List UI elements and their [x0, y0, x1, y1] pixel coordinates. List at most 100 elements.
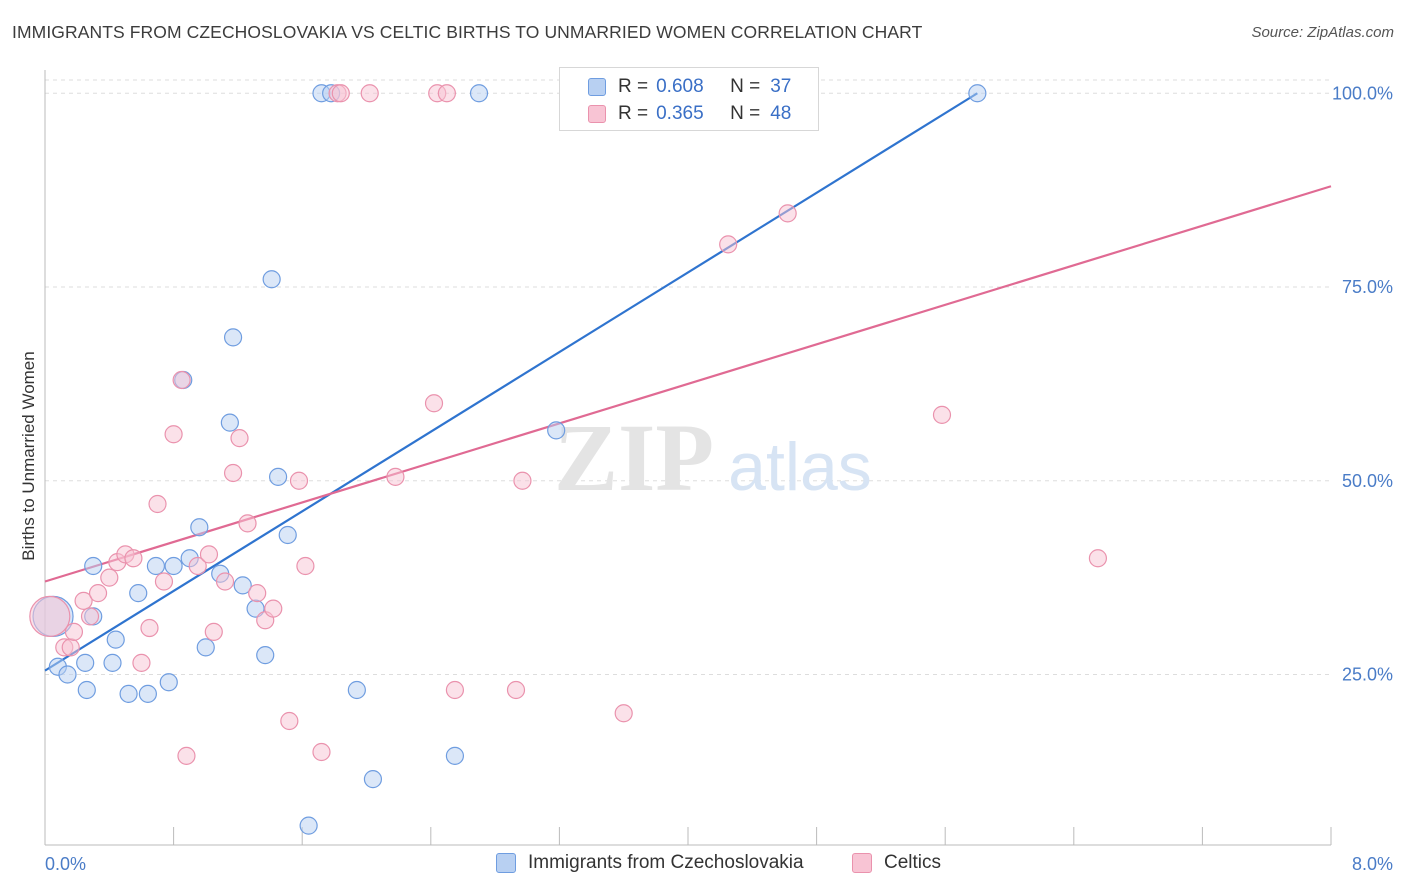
czechoslovakia-point [76, 653, 95, 672]
celtics-point [719, 235, 738, 254]
czechoslovakia-point [77, 680, 96, 700]
celtics-point [132, 653, 151, 672]
x-tick-labels: 0.0% 8.0% [45, 854, 1393, 874]
legend-r-value: 0.365 [656, 103, 704, 124]
watermark-zip: ZIP [554, 404, 714, 511]
legend-n-value: 48 [770, 103, 792, 124]
x-tick-label: 8.0% [1352, 854, 1393, 874]
celtics-point [64, 622, 84, 641]
data-points [29, 84, 1108, 835]
celtics-point [230, 429, 249, 448]
celtics-point [312, 742, 331, 762]
czechoslovakia-point [445, 746, 465, 765]
celtics-point [331, 84, 350, 103]
czechoslovakia-point [106, 630, 125, 649]
celtics-point [296, 556, 315, 576]
czechoslovakia-point [299, 816, 318, 835]
celtics-point [264, 599, 283, 618]
czechoslovakia-point [547, 421, 566, 440]
axes [44, 70, 1332, 846]
bottom-legend-czechoslovakia: Immigrants from Czechoslovakia [496, 852, 804, 874]
watermark-atlas: atlas [728, 429, 872, 505]
celtics-point [88, 584, 108, 603]
czechoslovakia-point [223, 328, 243, 347]
czechoslovakia-point [129, 584, 148, 603]
celtics-point [177, 746, 196, 765]
y-tick-label: 75.0% [1342, 277, 1393, 297]
celtics-point [188, 556, 207, 576]
chart-title: IMMIGRANTS FROM CZECHOSLOVAKIA VS CELTIC… [12, 22, 923, 42]
celtics-trendline [44, 185, 1332, 583]
czechoslovakia-point [278, 525, 297, 545]
celtics-point [215, 572, 235, 591]
czechoslovakia-point [119, 684, 138, 703]
celtics-point [29, 595, 71, 637]
legend-n-label: N = [730, 103, 761, 124]
celtics-point [932, 405, 952, 424]
celtics-point [614, 704, 633, 723]
legend-swatch-blue [588, 78, 606, 96]
y-tick-label: 100.0% [1332, 83, 1393, 103]
y-tick-label: 50.0% [1342, 471, 1393, 491]
celtics-point [424, 394, 444, 413]
bottom-legend-swatch-pink [852, 853, 872, 873]
czechoslovakia-point [256, 646, 275, 665]
czechoslovakia-point [262, 270, 281, 289]
czechoslovakia-point [233, 576, 252, 595]
bottom-legend-celtics: Celtics [852, 852, 941, 874]
bottom-legend-swatch-blue [496, 853, 516, 873]
legend-n-label: N = [730, 76, 761, 97]
bottom-legend-label: Celtics [884, 852, 942, 873]
celtics-point [74, 591, 93, 610]
legend-r-label: R = [618, 76, 649, 97]
celtics-point [437, 84, 456, 103]
celtics-point [164, 425, 183, 444]
celtics-point [204, 622, 223, 641]
celtics-point [360, 84, 379, 103]
czechoslovakia-point [159, 673, 178, 692]
legend-r-value: 0.608 [656, 76, 704, 97]
legend-n-value: 37 [770, 76, 792, 97]
celtics-point [148, 494, 167, 514]
celtics-point [1088, 549, 1108, 568]
celtics-point [172, 370, 191, 390]
czechoslovakia-point [220, 413, 239, 432]
celtics-point [506, 680, 526, 700]
czechoslovakia-point [146, 556, 166, 576]
celtics-point [100, 568, 119, 587]
celtics-point [61, 638, 80, 657]
celtics-point [778, 204, 797, 223]
czechoslovakia-point [469, 84, 489, 103]
legend-r-label: R = [618, 103, 649, 124]
celtics-point [445, 680, 465, 700]
legend-row-czechoslovakia: R = 0.608 N = 37 [560, 74, 791, 100]
celtics-point [124, 549, 143, 568]
czechoslovakia-point [347, 680, 366, 700]
celtics-point [289, 471, 309, 490]
y-tick-labels: 25.0% 50.0% 75.0% 100.0% [1332, 83, 1393, 684]
x-tick-label: 0.0% [45, 854, 86, 874]
czechoslovakia-point [138, 684, 157, 703]
legend-swatch-pink [588, 105, 606, 123]
celtics-point [223, 463, 243, 483]
czechoslovakia-point [103, 653, 122, 672]
celtics-point [386, 467, 405, 486]
celtics-point [238, 514, 257, 533]
czechoslovakia-point [363, 770, 383, 789]
czechoslovakia-point [268, 467, 288, 486]
celtics-point [248, 584, 267, 603]
celtics-point [140, 618, 159, 638]
y-tick-label: 25.0% [1342, 665, 1393, 685]
source-credit: Source: ZipAtlas.com [1251, 24, 1394, 41]
legend-row-celtics: R = 0.365 N = 48 [560, 101, 791, 127]
czechoslovakia-point [196, 638, 215, 657]
y-axis-label: Births to Unmarried Women [19, 351, 38, 560]
watermark: ZIP atlas [554, 404, 872, 511]
celtics-point [199, 545, 219, 564]
celtics-point [80, 607, 100, 626]
celtics-point [154, 572, 174, 591]
czechoslovakia-point [164, 556, 183, 576]
czechoslovakia-point [190, 518, 209, 537]
czechoslovakia-point [58, 665, 77, 684]
